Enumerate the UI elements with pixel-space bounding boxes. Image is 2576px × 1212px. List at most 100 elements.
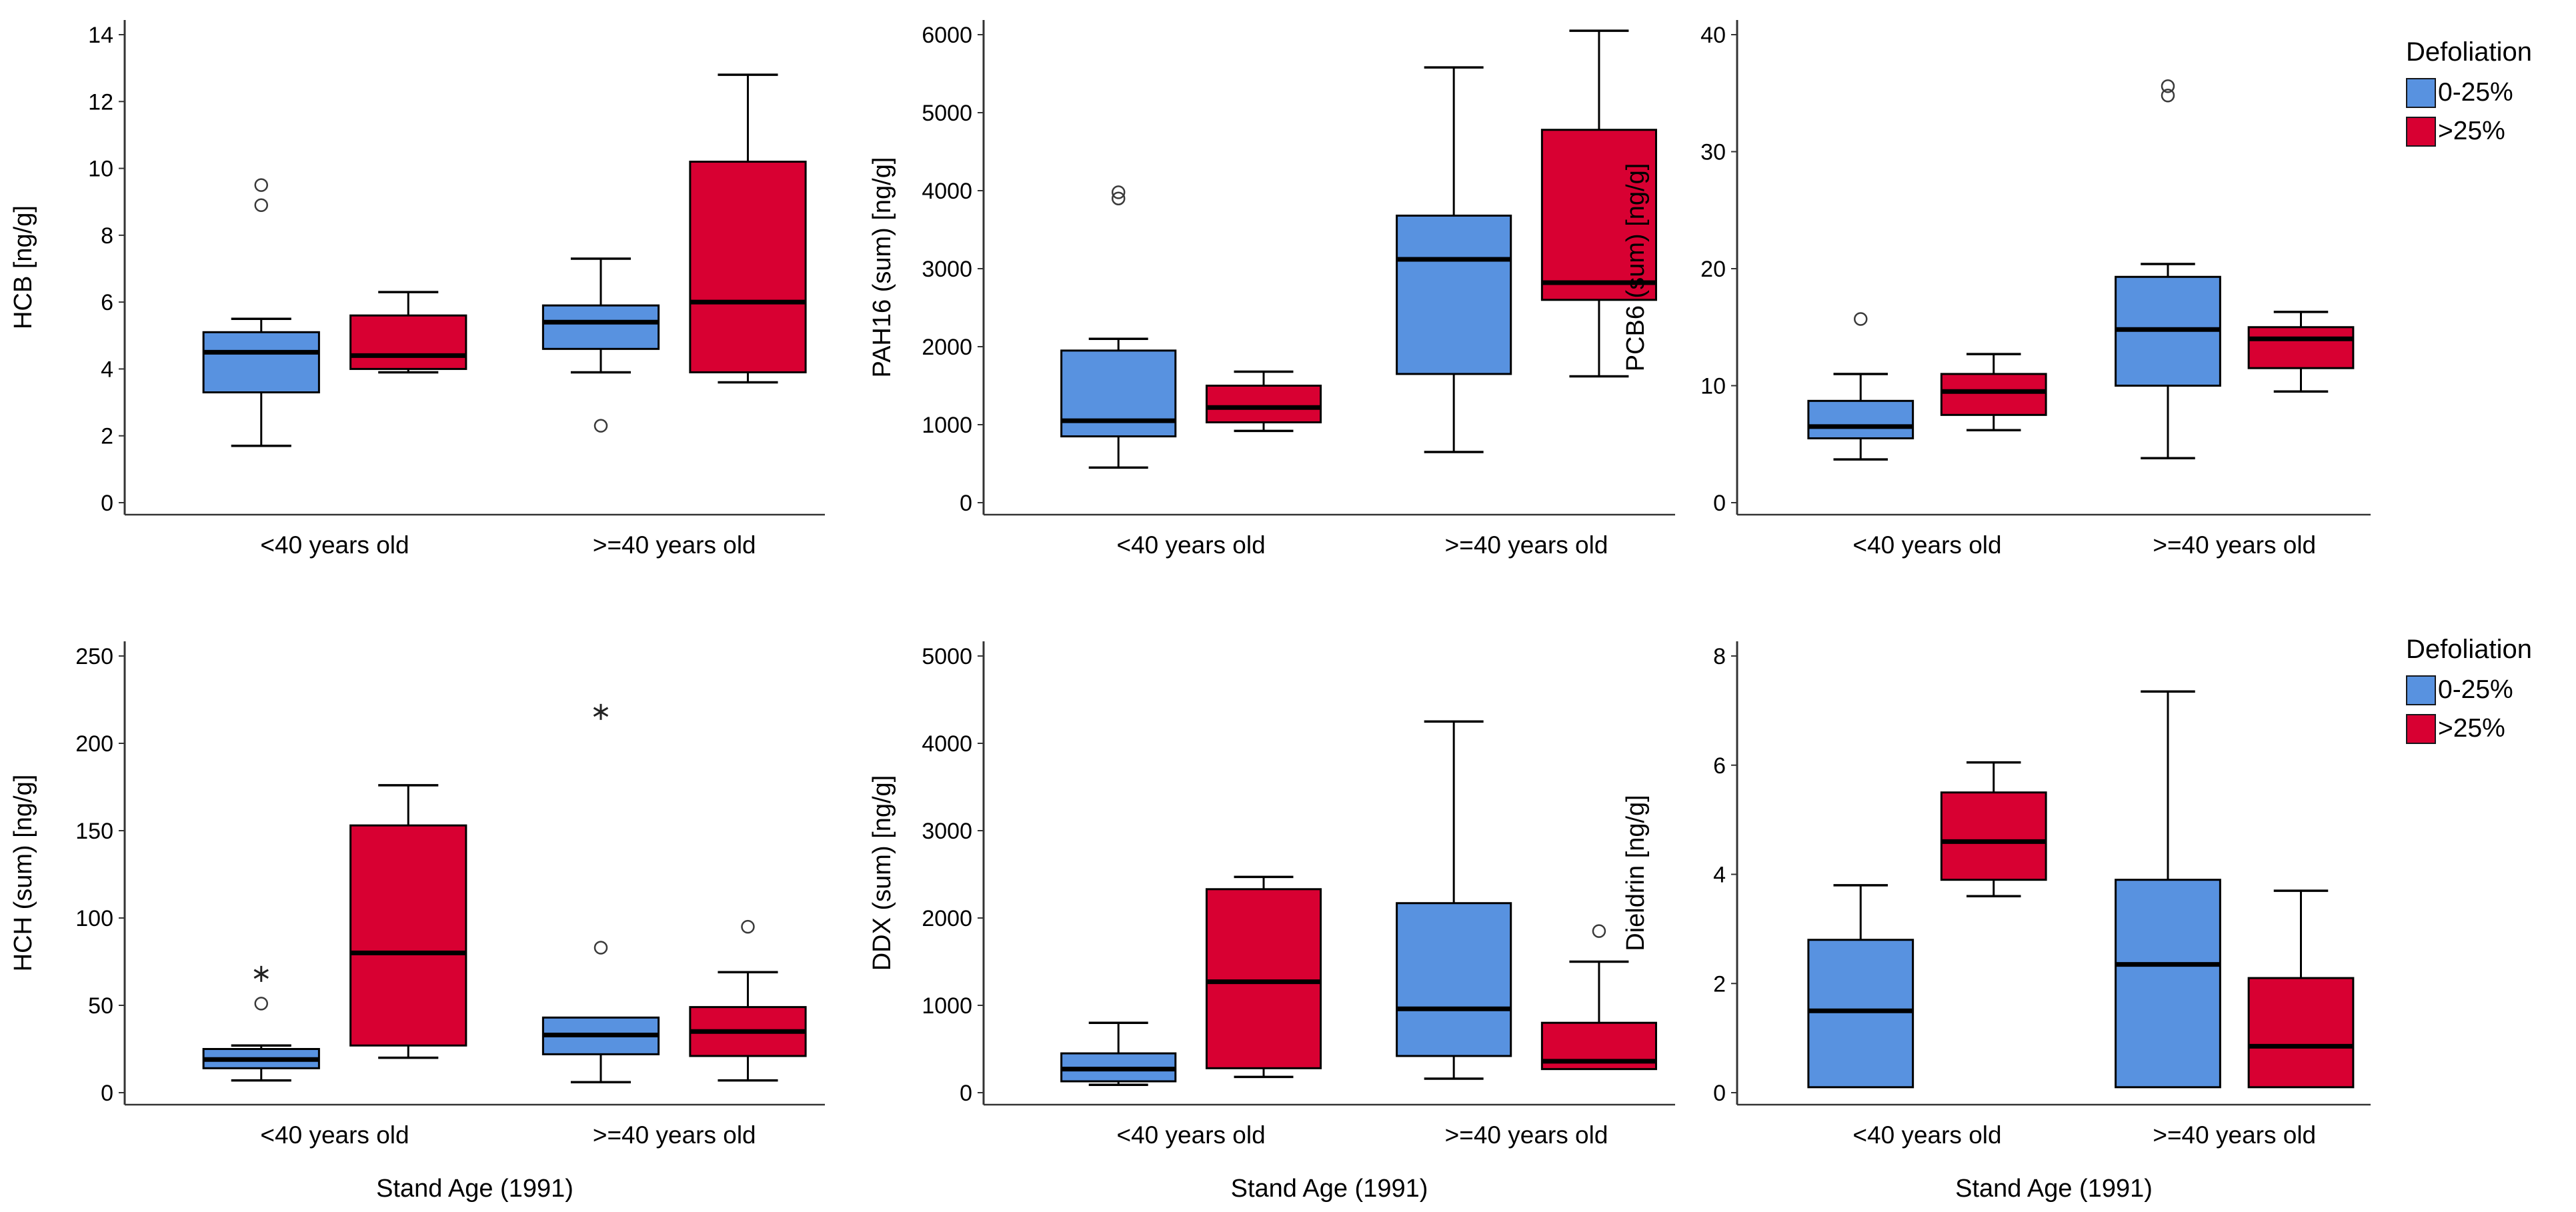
svg-text:Dieldrin [ng/g]: Dieldrin [ng/g]: [1622, 795, 1650, 951]
legend-defoliation-top: Defoliation 0-25% >25%: [2406, 35, 2576, 151]
box-hch-0-1: [349, 784, 467, 1059]
outlier-circle: [1592, 924, 1606, 938]
box-ddx-0-0: [1060, 1021, 1177, 1086]
svg-text:0: 0: [1713, 491, 1726, 516]
svg-text:2000: 2000: [922, 906, 972, 931]
svg-text:Stand Age (1991): Stand Age (1991): [376, 1175, 573, 1203]
box-dieldrin-0-1: [1940, 761, 2047, 897]
svg-text:3000: 3000: [922, 257, 972, 282]
svg-text:2: 2: [1713, 971, 1726, 997]
svg-text:Stand Age (1991): Stand Age (1991): [1231, 1175, 1428, 1203]
legend-swatch-red: [2406, 116, 2436, 147]
svg-text:20: 20: [1700, 257, 1726, 282]
svg-text:0: 0: [960, 491, 972, 516]
legend-label: >25%: [2438, 714, 2505, 743]
svg-text:200: 200: [75, 731, 113, 757]
legend-title: Defoliation: [2406, 37, 2533, 67]
box-pah16-0-1: [1205, 370, 1322, 433]
legend-label: 0-25%: [2438, 675, 2513, 704]
svg-text:PAH16 (sum) [ng/g]: PAH16 (sum) [ng/g]: [868, 157, 896, 378]
legend-defoliation-bottom: Defoliation 0-25% >25%: [2406, 632, 2576, 748]
svg-text:<40 years old: <40 years old: [260, 1121, 409, 1149]
box-dieldrin-0-0: [1807, 884, 1914, 1089]
outlier-star: [253, 969, 269, 979]
legend-label: >25%: [2438, 117, 2505, 145]
panel-pcb6: 0 10 20 30 40 PCB6 (sum) [ng/g] <40 years old >…: [1622, 20, 2371, 559]
box-hch-1-1: [689, 919, 807, 1082]
svg-text:>=40 years old: >=40 years old: [593, 531, 756, 559]
svg-text:100: 100: [75, 906, 113, 931]
outlier-circle: [593, 941, 608, 955]
panel-ddx: 0 1000 2000 3000 4000 5000 DDX (sum) [ng/g] <40…: [868, 641, 1675, 1203]
legend-label: 0-25%: [2438, 78, 2513, 107]
svg-text:4: 4: [101, 357, 113, 382]
box-hch-1-0: [541, 703, 660, 1084]
panel-hcb: 0 2 4 6 8 10 12 14 HCB [ng/g] <40 years old >=40 y…: [9, 20, 825, 559]
svg-text:1000: 1000: [922, 413, 972, 438]
box-hcb-1-1: [689, 73, 807, 384]
box-dieldrin-1-1: [2247, 889, 2355, 1089]
svg-text:2: 2: [101, 424, 113, 449]
svg-text:6: 6: [1713, 753, 1726, 779]
svg-text:<40 years old: <40 years old: [1852, 531, 2001, 559]
panel-hch: 0 50 100 150 200 250 HCH (sum) [ng/g] <40 years…: [9, 641, 825, 1203]
svg-text:14: 14: [88, 23, 113, 48]
svg-text:8: 8: [1713, 644, 1726, 669]
panel-dieldrin: 0 2 4 6 8 Dieldrin [ng/g] <40 years old >=40 ye…: [1622, 641, 2371, 1203]
svg-text:>=40 years old: >=40 years old: [1445, 1121, 1608, 1149]
box-hcb-0-0: [202, 178, 320, 447]
svg-text:<40 years old: <40 years old: [1117, 531, 1266, 559]
svg-text:DDX (sum) [ng/g]: DDX (sum) [ng/g]: [868, 775, 896, 971]
legend-item-gt25: >25%: [2406, 112, 2576, 151]
svg-text:<40 years old: <40 years old: [1852, 1121, 2001, 1149]
svg-text:5000: 5000: [922, 101, 972, 126]
box-pah16-1-0: [1396, 66, 1512, 453]
legend-item-0-25: 0-25%: [2406, 73, 2576, 112]
svg-text:30: 30: [1700, 140, 1726, 165]
legend-item-gt25: >25%: [2406, 709, 2576, 748]
svg-text:>=40 years old: >=40 years old: [593, 1121, 756, 1149]
svg-text:4: 4: [1713, 863, 1726, 888]
svg-text:2000: 2000: [922, 335, 972, 360]
legend-swatch-blue: [2406, 675, 2436, 705]
box-pcb6-1-0: [2115, 79, 2221, 460]
svg-text:0: 0: [960, 1081, 972, 1106]
outlier-circle: [254, 198, 268, 212]
box-ddx-0-1: [1205, 875, 1322, 1079]
svg-text:150: 150: [75, 819, 113, 844]
svg-text:4000: 4000: [922, 731, 972, 757]
legend-title: Defoliation: [2406, 635, 2533, 664]
outlier-star: [593, 707, 609, 717]
box-ddx-1-1: [1540, 924, 1657, 1071]
svg-text:10: 10: [88, 157, 113, 182]
outlier-circle: [1854, 312, 1868, 326]
box-pah16-0-0: [1060, 185, 1177, 469]
svg-text:6000: 6000: [922, 23, 972, 48]
outlier-circle: [593, 419, 608, 433]
svg-text:8: 8: [101, 223, 113, 249]
box-hcb-0-1: [349, 291, 467, 374]
svg-text:0: 0: [1713, 1081, 1726, 1106]
svg-text:0: 0: [101, 491, 113, 516]
panel-pah16: 0 1000 2000 3000 4000 5000 6000 PAH16 (sum) [ng…: [868, 20, 1675, 559]
svg-text:HCH (sum) [ng/g]: HCH (sum) [ng/g]: [9, 775, 37, 972]
outlier-circle: [254, 997, 268, 1011]
svg-text:1000: 1000: [922, 993, 972, 1019]
box-pcb6-1-1: [2247, 311, 2355, 393]
box-hch-0-0: [202, 965, 320, 1082]
box-pah16-1-1: [1540, 29, 1657, 378]
svg-text:250: 250: [75, 644, 113, 669]
svg-text:10: 10: [1700, 374, 1726, 399]
svg-text:6: 6: [101, 290, 113, 315]
box-dieldrin-1-0: [2115, 690, 2221, 1089]
box-ddx-1-0: [1396, 720, 1512, 1080]
outlier-circle: [2161, 79, 2175, 93]
svg-text:>=40 years old: >=40 years old: [1445, 531, 1608, 559]
box-pcb6-0-1: [1940, 353, 2047, 431]
outlier-circle: [2161, 89, 2175, 103]
legend-item-0-25: 0-25%: [2406, 671, 2576, 709]
legend-swatch-red: [2406, 713, 2436, 744]
svg-text:Stand Age (1991): Stand Age (1991): [1955, 1175, 2153, 1203]
outlier-circle: [1111, 185, 1126, 199]
